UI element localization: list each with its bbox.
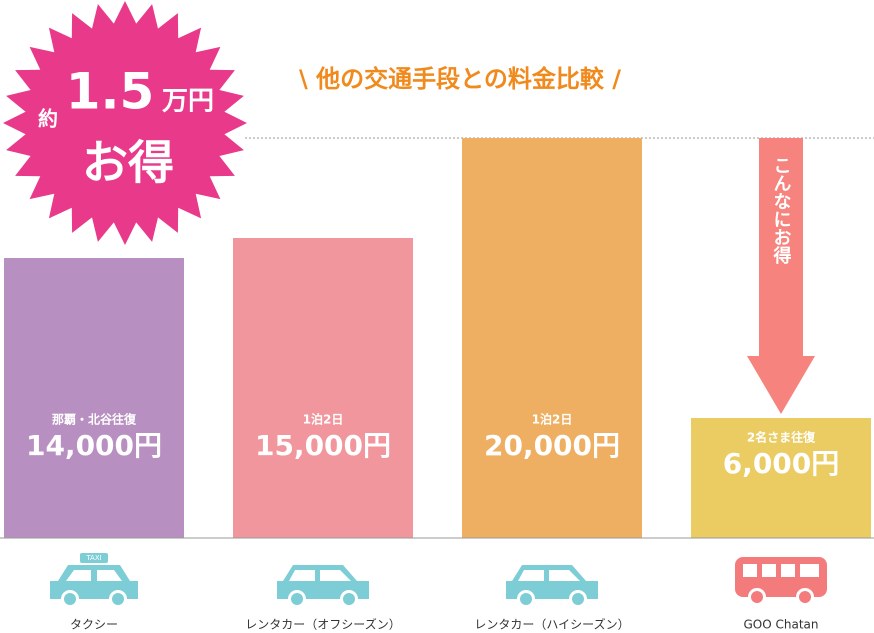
value-label: 15,000円 <box>255 429 391 462</box>
value-label: 6,000円 <box>723 447 840 480</box>
arrow <box>747 138 815 414</box>
x-tick-label: GOO Chatan <box>743 618 818 632</box>
badge-prefix: 約 <box>38 107 58 131</box>
bus-icon <box>735 557 827 606</box>
bar-note: 那覇・北谷往復 <box>52 412 137 427</box>
badge-text: お得 <box>82 136 174 190</box>
bar <box>462 138 642 538</box>
taxi-sign-text: TAXI <box>85 554 101 562</box>
value-label: 20,000円 <box>484 429 620 462</box>
chart-title: \ 他の交通手段との料金比較 / <box>299 65 621 93</box>
badge-amount: 1.5 <box>66 63 155 121</box>
badge-unit: 万円 <box>162 87 214 117</box>
bar-note: 2名さま往復 <box>747 430 816 445</box>
car-icon <box>277 565 369 608</box>
value-label: 14,000円 <box>26 429 162 462</box>
icons: TAXI <box>50 553 827 608</box>
bar-note: 1泊2日 <box>303 412 344 427</box>
taxi-icon: TAXI <box>50 553 138 608</box>
bar <box>233 238 413 538</box>
car-window <box>518 570 580 581</box>
car-window <box>66 570 122 581</box>
badge-star <box>3 1 247 245</box>
x-tick-label: レンタカー（オフシーズン） <box>245 617 400 632</box>
car-window <box>289 570 351 581</box>
x-tick-label: タクシー <box>70 618 118 632</box>
bar-note: 1泊2日 <box>532 412 573 427</box>
car-icon <box>506 565 598 608</box>
x-tick-label: レンタカー（ハイシーズン） <box>474 617 629 632</box>
bar <box>4 258 184 538</box>
taxi-sign <box>80 553 108 563</box>
bar <box>691 418 871 538</box>
arrow-text: こんなにお得 <box>771 156 793 265</box>
